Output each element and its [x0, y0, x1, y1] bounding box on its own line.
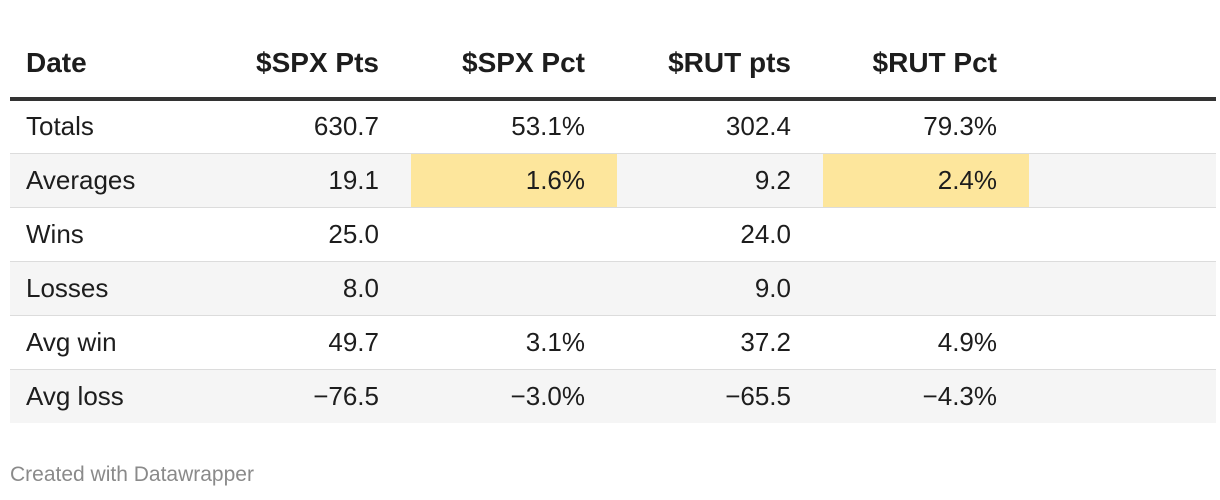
table-row: Avg win 49.7 3.1% 37.2 4.9%	[10, 315, 1216, 370]
cell-rut-pct	[823, 207, 1029, 262]
row-spacer	[1029, 369, 1216, 423]
cell-spx-pts: −76.5	[205, 369, 411, 423]
column-header-rut-pct: $RUT Pct	[823, 28, 1029, 101]
cell-spx-pct: −3.0%	[411, 369, 617, 423]
row-label: Losses	[10, 261, 205, 316]
cell-spx-pts: 49.7	[205, 315, 411, 370]
row-label: Avg win	[10, 315, 205, 370]
cell-rut-pct	[823, 261, 1029, 316]
cell-spx-pct: 53.1%	[411, 99, 617, 154]
cell-spx-pts: 630.7	[205, 99, 411, 154]
cell-rut-pct-highlighted: 2.4%	[823, 153, 1029, 208]
column-header-rut-pts: $RUT pts	[617, 28, 823, 101]
column-header-spx-pts: $SPX Pts	[205, 28, 411, 101]
data-table: Date $SPX Pts $SPX Pct $RUT pts $RUT Pct…	[10, 28, 1216, 423]
footer-credit: Created with Datawrapper	[10, 463, 254, 486]
row-spacer	[1029, 261, 1216, 316]
header-row: Date $SPX Pts $SPX Pct $RUT pts $RUT Pct	[10, 28, 1216, 101]
cell-rut-pct: −4.3%	[823, 369, 1029, 423]
cell-spx-pct	[411, 207, 617, 262]
row-label: Wins	[10, 207, 205, 262]
cell-rut-pct: 79.3%	[823, 99, 1029, 154]
cell-rut-pts: 24.0	[617, 207, 823, 262]
table-row: Avg loss −76.5 −3.0% −65.5 −4.3%	[10, 369, 1216, 423]
table-row: Wins 25.0 24.0	[10, 207, 1216, 262]
row-label: Totals	[10, 99, 205, 154]
row-label: Averages	[10, 153, 205, 208]
table-row: Averages 19.1 1.6% 9.2 2.4%	[10, 153, 1216, 208]
cell-rut-pts: 9.2	[617, 153, 823, 208]
cell-rut-pts: 37.2	[617, 315, 823, 370]
row-spacer	[1029, 153, 1216, 208]
row-spacer	[1029, 315, 1216, 370]
column-header-spx-pct: $SPX Pct	[411, 28, 617, 101]
table-row: Losses 8.0 9.0	[10, 261, 1216, 316]
cell-spx-pts: 19.1	[205, 153, 411, 208]
cell-rut-pct: 4.9%	[823, 315, 1029, 370]
cell-spx-pct-highlighted: 1.6%	[411, 153, 617, 208]
column-header-date: Date	[10, 28, 205, 101]
cell-spx-pct	[411, 261, 617, 316]
cell-rut-pts: 302.4	[617, 99, 823, 154]
row-label: Avg loss	[10, 369, 205, 423]
header-spacer	[1029, 28, 1216, 101]
cell-spx-pts: 25.0	[205, 207, 411, 262]
row-spacer	[1029, 99, 1216, 154]
row-spacer	[1029, 207, 1216, 262]
table-row: Totals 630.7 53.1% 302.4 79.3%	[10, 99, 1216, 154]
cell-spx-pct: 3.1%	[411, 315, 617, 370]
cell-rut-pts: 9.0	[617, 261, 823, 316]
cell-rut-pts: −65.5	[617, 369, 823, 423]
cell-spx-pts: 8.0	[205, 261, 411, 316]
